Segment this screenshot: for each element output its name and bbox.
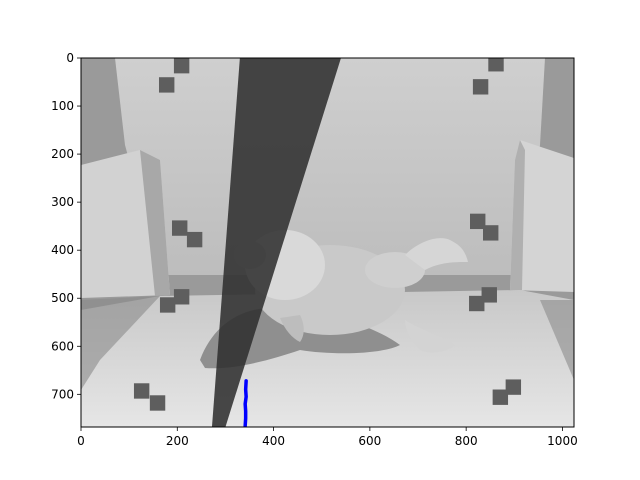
y-tick-label: 100	[51, 99, 74, 113]
y-tick-label: 0	[66, 51, 74, 65]
calibration-marker	[159, 297, 176, 313]
back-wall	[115, 58, 545, 275]
calibration-marker	[186, 231, 203, 248]
calibration-marker	[481, 287, 497, 303]
calibration-marker	[488, 58, 504, 72]
y-tick-label: 600	[51, 339, 74, 353]
calibration-markers	[133, 58, 522, 411]
calibration-marker	[158, 77, 175, 93]
x-tick-label: 600	[358, 434, 381, 448]
floor	[81, 290, 574, 427]
right-block	[510, 140, 574, 292]
y-axis: 0 100 200 300 400 500 600 700	[51, 51, 81, 401]
calibration-marker	[472, 79, 489, 95]
calibration-marker	[469, 295, 485, 312]
calibration-marker	[483, 225, 499, 241]
x-tick-label: 400	[262, 434, 285, 448]
y-tick-label: 700	[51, 387, 74, 401]
calibration-marker	[173, 58, 190, 74]
calibration-marker	[133, 383, 150, 399]
calibration-marker	[173, 289, 190, 305]
calibration-marker	[149, 395, 166, 411]
image-content	[81, 58, 574, 427]
overlay-line	[243, 379, 248, 427]
calibration-marker	[505, 379, 522, 395]
x-tick-label: 1000	[547, 434, 578, 448]
x-tick-label: 200	[166, 434, 189, 448]
y-tick-label: 500	[51, 291, 74, 305]
y-tick-label: 300	[51, 195, 74, 209]
x-axis: 0 200 400 600 800 1000	[77, 427, 578, 448]
x-tick-label: 0	[77, 434, 85, 448]
calibration-marker	[492, 389, 509, 405]
y-tick-label: 400	[51, 243, 74, 257]
axes-frame	[80, 57, 575, 428]
calibration-marker	[171, 220, 188, 236]
dark-stripe	[211, 58, 341, 427]
calibration-marker	[470, 213, 486, 230]
y-tick-label: 200	[51, 147, 74, 161]
x-tick-label: 800	[455, 434, 478, 448]
